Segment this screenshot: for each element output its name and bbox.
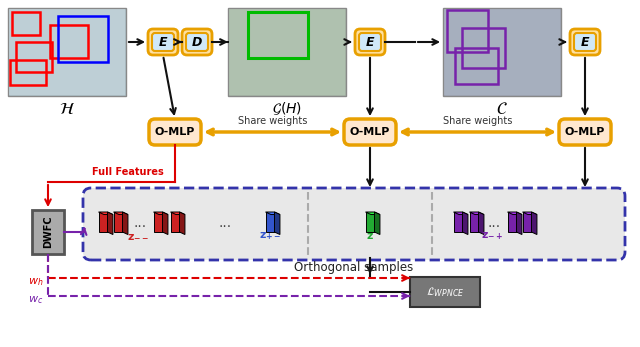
Polygon shape [266,212,280,214]
Bar [8,8,126,96]
FancyBboxPatch shape [149,119,201,145]
Polygon shape [454,212,468,214]
Polygon shape [99,212,108,232]
Text: Share weights: Share weights [443,116,512,126]
Polygon shape [154,212,168,214]
Bar [443,8,561,96]
Polygon shape [454,212,463,232]
Text: O-MLP: O-MLP [155,127,195,137]
FancyBboxPatch shape [559,119,611,145]
Bar [248,12,308,58]
Polygon shape [531,212,537,235]
Polygon shape [463,212,468,235]
Polygon shape [275,212,280,235]
Text: $w_h$: $w_h$ [28,276,44,288]
Polygon shape [508,212,516,232]
Bar [32,210,64,254]
Polygon shape [522,212,531,232]
FancyBboxPatch shape [574,33,596,51]
Text: $\mathcal{G}(H)$: $\mathcal{G}(H)$ [272,101,302,117]
Polygon shape [374,212,380,235]
FancyBboxPatch shape [83,188,625,260]
Text: DWFC: DWFC [43,216,53,248]
Polygon shape [99,212,113,214]
Text: E: E [580,35,589,49]
Text: Orthogonal samples: Orthogonal samples [294,262,413,274]
Text: ...: ... [218,216,232,230]
Polygon shape [113,212,128,214]
Bar [10,60,46,85]
Text: D: D [192,35,202,49]
Polygon shape [108,212,113,235]
FancyBboxPatch shape [148,29,178,55]
Polygon shape [365,212,380,214]
Polygon shape [154,212,163,232]
Text: $\mathbf{z_{--}}$: $\mathbf{z_{--}}$ [127,231,149,241]
Polygon shape [522,212,537,214]
Text: O-MLP: O-MLP [565,127,605,137]
Polygon shape [365,212,374,232]
FancyBboxPatch shape [359,33,381,51]
Bar [447,10,488,52]
Polygon shape [179,212,185,235]
Bar [410,277,480,307]
FancyBboxPatch shape [570,29,600,55]
FancyBboxPatch shape [152,33,174,51]
Text: $\mathbf{z_{+-}}$: $\mathbf{z_{+-}}$ [259,230,281,242]
Text: $\mathbf{z_{-+}}$: $\mathbf{z_{-+}}$ [481,230,503,242]
Polygon shape [170,212,179,232]
Polygon shape [170,212,185,214]
FancyBboxPatch shape [344,119,396,145]
Polygon shape [516,212,522,235]
Text: $\mathcal{H}$: $\mathcal{H}$ [59,100,75,118]
Text: O-MLP: O-MLP [350,127,390,137]
FancyBboxPatch shape [182,29,212,55]
Bar [455,48,498,84]
Polygon shape [470,212,484,214]
Polygon shape [122,212,128,235]
Bar [58,16,108,62]
FancyBboxPatch shape [355,29,385,55]
Text: $w_c$: $w_c$ [28,294,44,306]
Polygon shape [470,212,479,232]
Bar [12,12,40,35]
Polygon shape [266,212,275,232]
Text: ...: ... [488,216,500,230]
Text: E: E [159,35,167,49]
Bar [9,9,125,95]
Bar [228,8,346,96]
Bar [462,28,505,68]
Text: $\mathcal{L}_{WPNCE}$: $\mathcal{L}_{WPNCE}$ [426,285,464,299]
Polygon shape [479,212,484,235]
Text: $\mathcal{C}$: $\mathcal{C}$ [496,100,508,118]
Polygon shape [163,212,168,235]
Text: E: E [365,35,374,49]
Bar [229,9,345,95]
Polygon shape [508,212,522,214]
Text: ...: ... [133,216,147,230]
Text: $\mathbf{z}$: $\mathbf{z}$ [366,231,374,241]
Bar [444,9,560,95]
Text: Share weights: Share weights [238,116,307,126]
Polygon shape [113,212,122,232]
Bar [50,25,88,58]
FancyBboxPatch shape [186,33,208,51]
Text: Full Features: Full Features [92,167,164,177]
Bar [16,42,52,72]
